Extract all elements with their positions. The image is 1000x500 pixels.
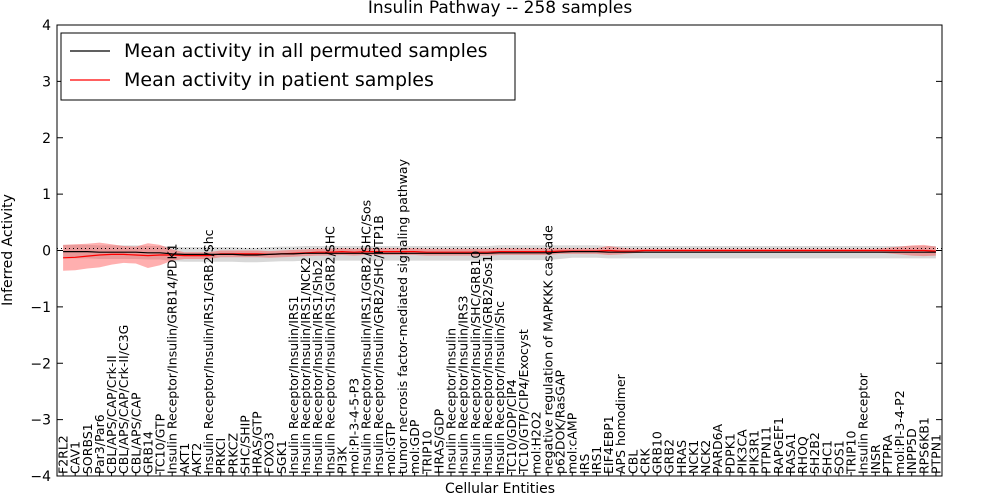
band-patient	[63, 242, 936, 271]
entity-label: PRKCZ	[225, 433, 240, 474]
entity-label: PDPK1	[722, 433, 737, 474]
y-axis-ticks: 4 3 2 1 0 −1 −2 −3 −4	[30, 18, 942, 485]
entity-label: PI3K	[334, 446, 349, 474]
y-tick-label: 0	[42, 244, 51, 260]
y-tick-label: −3	[30, 413, 51, 429]
x-axis-entity-labels: F2RL2CAV1SORBS1Par3/Par6CBL/APS/CAP/Crk-…	[56, 158, 943, 476]
entity-label: Insulin Receptor/Insulin	[444, 328, 459, 474]
entity-label: INPP5D	[904, 428, 919, 474]
entity-label: FOXO3	[262, 432, 277, 474]
entity-label: Insulin Receptor/Insulin/GRB2/SHC/PTP1B	[371, 215, 386, 474]
entity-label: RASA1	[783, 433, 798, 474]
y-axis-title: Inferred Activity	[0, 194, 16, 306]
band-permuted	[63, 244, 936, 263]
entity-label: Insulin Receptor	[856, 372, 871, 474]
y-tick-label: 2	[42, 131, 51, 147]
entity-label: NCK1	[686, 440, 701, 474]
entity-label: F2RL2	[56, 435, 71, 474]
y-tick-label: 4	[42, 18, 51, 34]
entity-label: p62DOK/RasGAP	[553, 369, 568, 474]
entity-label: mol:PI-3-4-P2	[892, 390, 907, 474]
entity-label: GRB2	[662, 439, 677, 474]
entity-label: SOS1	[832, 440, 847, 474]
y-tick-label: −2	[30, 356, 51, 372]
y-tick-label: −4	[30, 469, 51, 485]
entity-label: RHOQ	[795, 436, 810, 474]
entity-label: mol:GTP	[383, 422, 398, 474]
entity-label: mol:H2O2	[528, 411, 543, 474]
entity-label: AKT2	[189, 443, 204, 474]
entity-label: SHC1	[819, 440, 834, 474]
confidence-bands	[63, 242, 936, 271]
entity-label: NCK2	[698, 440, 713, 474]
entity-label: Insulin Receptor/Insulin/IRS1/NCK2	[298, 257, 313, 474]
entity-label: AKT1	[177, 443, 192, 474]
series-lines	[63, 249, 936, 259]
entity-label: Insulin Receptor/Insulin/IRS3	[456, 296, 471, 474]
entity-label: CBL/APS/CAP/Crk-II/C3G	[116, 325, 131, 474]
legend-label-patient: Mean activity in patient samples	[124, 69, 434, 91]
entity-label: SGK1	[274, 440, 289, 474]
y-tick-label: 3	[42, 74, 51, 90]
entity-label: HRAS	[674, 440, 689, 474]
entity-label: CAV1	[68, 441, 83, 474]
entity-label: Insulin Receptor/Insulin/GRB2/Sos1	[480, 255, 495, 474]
y-tick-label: −1	[30, 300, 51, 316]
entity-label: CBL	[625, 450, 640, 474]
entity-label: RPS6KB1	[916, 417, 931, 474]
entity-label: Par3/Par6	[92, 414, 107, 474]
entity-label: PTPN11	[759, 426, 774, 474]
entity-label: tumor necrosis factor-mediated signaling…	[395, 158, 410, 474]
legend-label-permuted: Mean activity in all permuted samples	[124, 40, 487, 62]
entity-label: Insulin Receptor/Insulin/Shc	[492, 301, 507, 474]
entity-label: mol:cAMP	[565, 412, 580, 474]
entity-label: PIK3CA	[735, 429, 750, 474]
entity-label: PTPN1	[928, 434, 943, 474]
entity-label: Insulin Receptor/Insulin/IRS1/GRB2/Shc	[201, 229, 216, 474]
entity-label: CBL/APS/CAP	[128, 392, 143, 474]
entity-label: SORBS1	[80, 423, 95, 474]
entity-label: mol:PI-3-4-5-P3	[347, 378, 362, 474]
entity-label: IRS	[577, 454, 592, 474]
entity-label: CRK	[638, 448, 653, 474]
entity-label: HRAS/GTP	[250, 411, 265, 474]
line-patient	[63, 249, 936, 259]
entity-label: APS homodimer	[613, 373, 628, 474]
entity-label: GRB10	[650, 431, 665, 474]
entity-label: PRKCI	[213, 438, 228, 474]
legend: Mean activity in all permuted samples Me…	[60, 32, 516, 101]
entity-label: TC10/GTP/CIP4/Exocyst	[516, 329, 531, 475]
entity-label: TRIP10	[419, 431, 434, 475]
entity-label: Insulin Receptor/Insulin/IRS1/GRB2/SHC	[322, 226, 337, 474]
entity-label: SH2B2	[807, 432, 822, 474]
entity-label: PARD6A	[710, 423, 725, 474]
entity-label: Insulin Receptor/Insulin/IRS1/Shb2	[310, 260, 325, 474]
x-axis-title: Cellular Entities	[445, 481, 555, 497]
entity-label: PIK3R1	[747, 430, 762, 474]
chart-title: Insulin Pathway -- 258 samples	[368, 0, 633, 18]
entity-label: EIF4EBP1	[601, 415, 616, 474]
entity-label: IRS1	[589, 446, 604, 474]
entity-label: mol:GDP	[407, 419, 422, 474]
entity-label: Insulin Receptor/Insulin/IRS1/GRB2/SHC/S…	[359, 200, 374, 474]
entity-label: INSR	[868, 444, 883, 474]
entity-label: CBL/APS/CAP/Crk-II	[104, 355, 119, 474]
y-tick-label: 1	[42, 187, 51, 203]
entity-label: Insulin Receptor/Insulin/SHC/GRB10	[468, 251, 483, 474]
entity-label: TC10/GTP	[153, 413, 168, 475]
legend-box	[60, 32, 516, 101]
line-permuted	[63, 251, 936, 256]
entity-label: TRIP10	[844, 431, 859, 475]
entity-label: GRB14	[140, 431, 155, 474]
entity-label: SHC/SHIP	[237, 415, 252, 474]
entity-label: TC10/GDP/CIP4	[504, 379, 519, 475]
entity-label: PTPRA	[880, 434, 895, 474]
entity-label: negative regulation of MAPKKK cascade	[541, 225, 556, 474]
entity-label: RAPGEF1	[771, 417, 786, 474]
entity-label: Insulin Receptor/Insulin/IRS1	[286, 296, 301, 474]
plot-frame	[56, 24, 943, 477]
entity-label: Insulin Receptor/Insulin/GRB14/PDK1	[165, 243, 180, 474]
entity-label: HRAS/GDP	[431, 408, 446, 474]
